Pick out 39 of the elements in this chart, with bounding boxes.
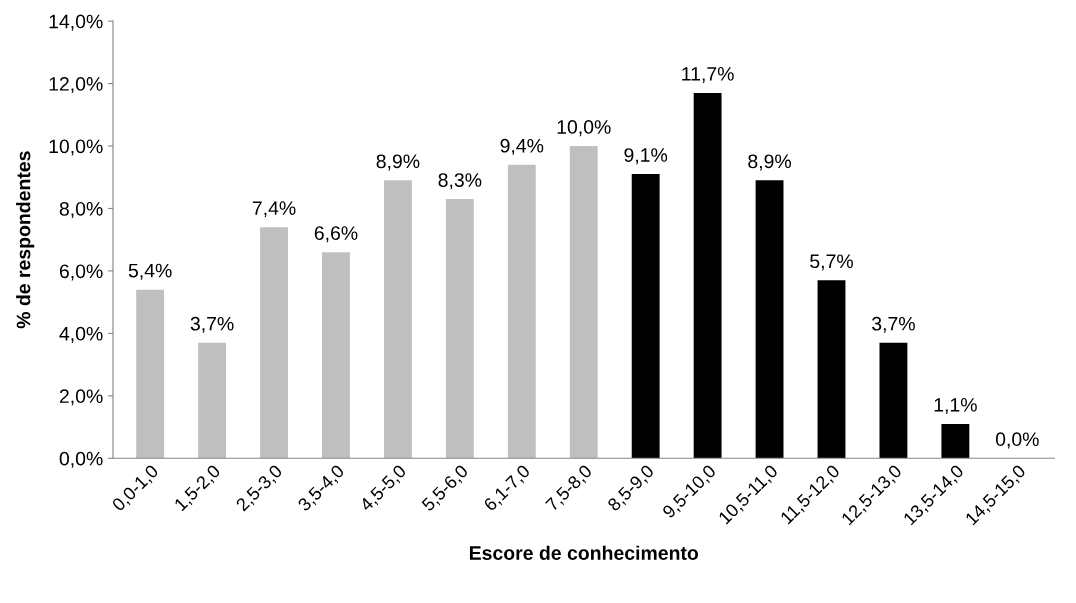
- bar: [383, 180, 412, 459]
- bar: [569, 146, 598, 459]
- data-label: 11,7%: [682, 67, 734, 84]
- data-label: 0,0%: [995, 432, 1039, 449]
- y-tick-label: 8,0%: [59, 201, 103, 218]
- data-label: 9,1%: [624, 148, 668, 165]
- bar: [817, 280, 846, 459]
- y-tick-label: 6,0%: [59, 264, 103, 281]
- bar: [507, 164, 536, 459]
- y-tick-label: 14,0%: [49, 14, 103, 31]
- data-label: 5,7%: [810, 254, 853, 271]
- bar: [136, 289, 165, 459]
- data-label: 5,4%: [128, 263, 172, 280]
- bar: [879, 342, 908, 459]
- bar: [693, 92, 722, 459]
- bar: [322, 252, 350, 459]
- data-label: 9,4%: [500, 138, 544, 155]
- y-tick-label: 12,0%: [49, 77, 103, 94]
- data-label: 8,9%: [748, 154, 792, 171]
- data-label: 10,0%: [557, 120, 611, 137]
- bar: [755, 180, 784, 459]
- bar: [631, 174, 660, 459]
- bar: [445, 199, 474, 459]
- data-label: 6,6%: [314, 226, 358, 243]
- data-label: 1,1%: [934, 398, 977, 415]
- data-label: 8,3%: [438, 173, 482, 190]
- bar: [941, 423, 970, 459]
- bar: [198, 342, 227, 459]
- data-label: 7,4%: [252, 201, 296, 218]
- y-tick-label: 4,0%: [59, 326, 103, 343]
- data-label: 3,7%: [190, 316, 234, 333]
- y-tick-label: 0,0%: [59, 451, 103, 468]
- bar: [260, 227, 288, 459]
- data-label: 3,7%: [872, 316, 915, 333]
- x-axis-title: Escore de conhecimento: [469, 545, 699, 560]
- y-tick-label: 10,0%: [49, 139, 103, 156]
- y-tick-label: 2,0%: [59, 389, 103, 406]
- y-axis-title: % de respondentes: [16, 151, 35, 329]
- data-label: 8,9%: [376, 154, 420, 171]
